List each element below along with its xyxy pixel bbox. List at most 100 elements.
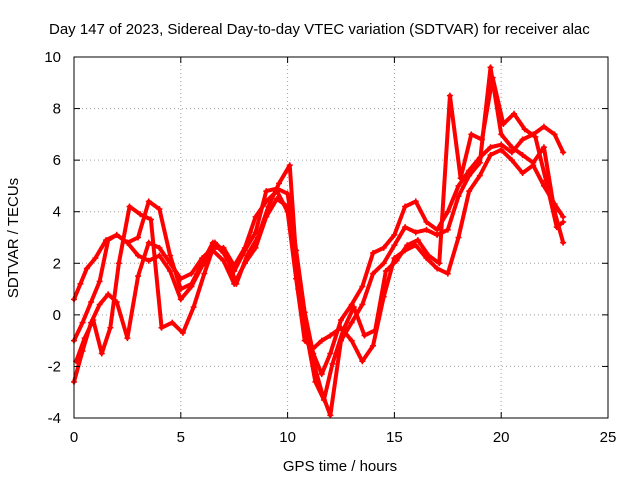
data-point: [540, 123, 547, 130]
series-track-d: [73, 74, 567, 403]
data-point: [115, 260, 122, 267]
y-axis-label: SDTVAR / TECUs: [5, 178, 22, 298]
data-point: [521, 126, 528, 133]
data-point: [359, 301, 366, 308]
data-point: [508, 144, 515, 151]
data-point: [105, 291, 112, 298]
data-point: [156, 244, 163, 251]
data-point: [179, 329, 186, 336]
data-point: [190, 304, 197, 311]
data-point: [263, 198, 270, 205]
data-point: [540, 144, 547, 151]
data-point: [199, 262, 206, 269]
data-point: [276, 180, 283, 187]
data-point: [560, 149, 567, 156]
data-point: [423, 219, 430, 226]
data-point: [156, 252, 163, 259]
data-point: [478, 136, 485, 143]
data-point: [329, 360, 336, 367]
series-track-c: [71, 146, 567, 385]
data-point: [553, 224, 560, 231]
data-point: [81, 335, 88, 342]
data-point: [318, 371, 325, 378]
data-point: [476, 172, 483, 179]
data-point: [145, 257, 152, 264]
data-point: [455, 234, 462, 241]
data-point: [241, 244, 248, 251]
data-point: [380, 260, 387, 267]
data-point: [147, 216, 154, 223]
y-tick-label: -2: [48, 358, 61, 375]
y-tick-label: 8: [53, 101, 61, 118]
data-point: [145, 239, 152, 246]
data-point: [457, 175, 464, 182]
data-point: [135, 234, 142, 241]
data-point: [359, 358, 366, 365]
data-point: [265, 203, 272, 210]
data-point: [560, 219, 567, 226]
data-point: [391, 231, 398, 238]
data-point: [500, 121, 507, 128]
data-point: [361, 332, 368, 339]
data-point: [380, 244, 387, 251]
data-point: [96, 301, 103, 308]
data-point: [412, 198, 419, 205]
data-point: [487, 151, 494, 158]
data-point: [177, 296, 184, 303]
data-point: [124, 335, 131, 342]
data-point: [145, 198, 152, 205]
data-point: [286, 162, 293, 169]
data-point: [77, 280, 84, 287]
data-point: [348, 337, 355, 344]
data-point: [560, 213, 567, 220]
data-point: [511, 110, 518, 117]
data-point: [211, 239, 218, 246]
data-point: [220, 257, 227, 264]
data-point: [508, 149, 515, 156]
data-point: [498, 146, 505, 153]
x-tick-label: 5: [177, 429, 185, 446]
data-point: [303, 332, 310, 339]
data-point: [98, 350, 105, 357]
data-point: [414, 237, 421, 244]
data-point: [137, 211, 144, 218]
data-point: [551, 131, 558, 138]
chart-title: Day 147 of 2023, Sidereal Day-to-day VTE…: [49, 21, 590, 38]
data-point: [340, 327, 347, 334]
data-point: [312, 378, 319, 385]
data-point: [412, 229, 419, 236]
data-point: [284, 208, 291, 215]
data-point: [126, 203, 133, 210]
data-point: [466, 172, 473, 179]
data-point: [560, 239, 567, 246]
data-points: [71, 64, 567, 419]
y-tick-label: 4: [53, 204, 61, 221]
x-axis-label: GPS time / hours: [283, 458, 397, 475]
data-point: [320, 396, 327, 403]
data-point: [244, 252, 251, 259]
data-point: [83, 265, 90, 272]
data-point: [135, 252, 142, 259]
data-point: [466, 188, 473, 195]
data-point: [124, 239, 131, 246]
x-tick-label: 15: [386, 429, 403, 446]
data-point: [310, 345, 317, 352]
data-point: [327, 350, 334, 357]
data-point: [498, 141, 505, 148]
data-point: [519, 136, 526, 143]
data-point: [402, 224, 409, 231]
data-point: [519, 151, 526, 158]
x-tick-label: 25: [600, 429, 617, 446]
data-point: [252, 213, 259, 220]
data-point: [90, 317, 97, 324]
data-point: [338, 317, 344, 324]
y-tick-label: 0: [53, 307, 61, 324]
data-point: [348, 319, 355, 326]
data-point: [318, 337, 325, 344]
axis-ticks: 0 5 10 15 20 25 -4 -2 0 2 4 6 8 10: [44, 49, 616, 446]
y-tick-label: 2: [53, 255, 61, 272]
data-point: [444, 226, 451, 233]
data-point: [489, 74, 496, 81]
data-point: [96, 278, 103, 285]
data-point: [370, 270, 377, 277]
